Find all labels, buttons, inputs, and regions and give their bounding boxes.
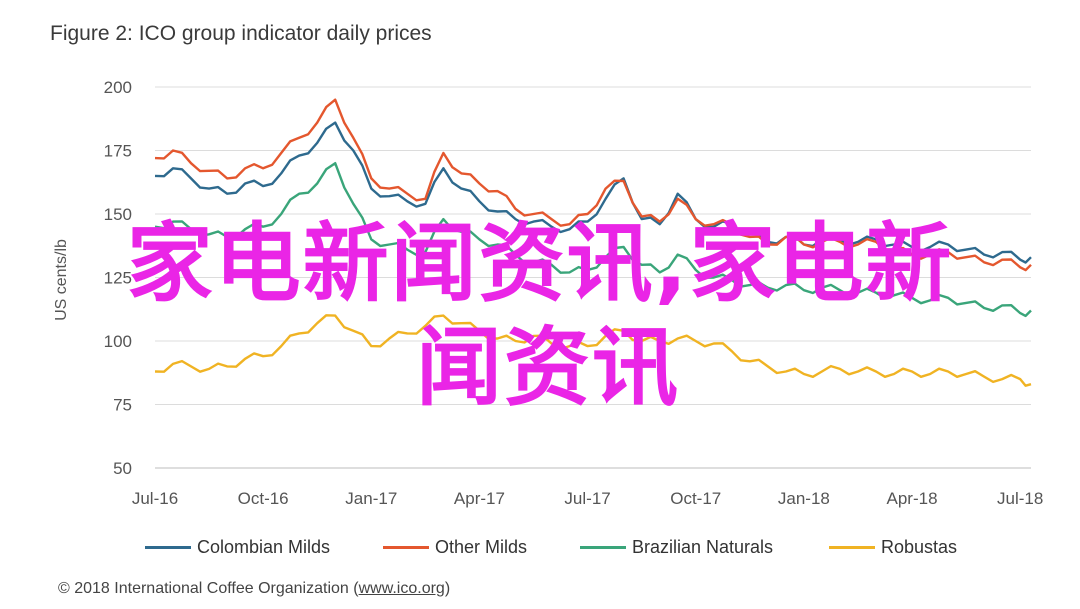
chart-title: Figure 2: ICO group indicator daily pric… bbox=[50, 22, 432, 45]
series-line-other-milds bbox=[154, 98, 1032, 272]
x-tick-label: Oct-17 bbox=[670, 489, 721, 508]
y-tick-labels: 50 75 100 125 150 175 200 bbox=[104, 78, 132, 478]
y-tick-label: 50 bbox=[113, 459, 132, 478]
y-tick-label: 125 bbox=[104, 269, 132, 288]
x-tick-label: Jan-17 bbox=[345, 489, 397, 508]
series-line-colombian-milds bbox=[154, 121, 1032, 264]
y-tick-label: 100 bbox=[104, 332, 132, 351]
grid-lines bbox=[155, 86, 1031, 469]
overlay-watermark-line1: 家电新闻资讯,家电新 bbox=[126, 214, 954, 314]
y-tick-label: 75 bbox=[113, 396, 132, 415]
legend-label: Other Milds bbox=[435, 536, 528, 557]
credit-text: © 2018 International Coffee Organization… bbox=[58, 580, 359, 597]
legend-label: Brazilian Naturals bbox=[632, 536, 774, 557]
y-tick-label: 200 bbox=[104, 78, 132, 97]
legend-swatch bbox=[580, 545, 626, 549]
legend-swatch bbox=[383, 545, 429, 549]
legend-swatch bbox=[145, 545, 191, 549]
legend-item: Brazilian Naturals bbox=[580, 536, 773, 558]
legend-label: Colombian Milds bbox=[197, 536, 331, 557]
x-tick-label: Jul-18 bbox=[997, 489, 1043, 508]
x-tick-label: Jan-18 bbox=[778, 489, 830, 508]
series-lines bbox=[154, 98, 1032, 387]
x-tick-labels: Jul-16 Oct-16 Jan-17 Apr-17 Jul-17 Oct-17 Jan-… bbox=[132, 489, 1043, 508]
copyright-credit: © 2018 International Coffee Organization… bbox=[58, 580, 450, 598]
x-tick-label: Apr-18 bbox=[887, 489, 938, 508]
legend-label: Robustas bbox=[881, 536, 958, 557]
x-tick-label: Jul-17 bbox=[564, 489, 610, 508]
legend-item: Colombian Milds bbox=[145, 536, 330, 558]
series-line-brazilian-naturals bbox=[154, 162, 1032, 318]
y-tick-label: 150 bbox=[104, 205, 132, 224]
x-tick-label: Oct-16 bbox=[238, 489, 289, 508]
legend-item: Robustas bbox=[829, 536, 957, 558]
x-tick-label: Jul-16 bbox=[132, 489, 178, 508]
credit-close: ) bbox=[444, 580, 451, 597]
overlay-watermark-line2: 闻资讯 bbox=[416, 318, 680, 418]
credit-link[interactable]: www.ico.org bbox=[358, 580, 445, 597]
legend-swatch bbox=[829, 545, 875, 549]
legend-item: Other Milds bbox=[383, 536, 527, 558]
y-tick-label: 175 bbox=[104, 142, 132, 161]
x-tick-label: Apr-17 bbox=[454, 489, 505, 508]
series-line-robustas bbox=[154, 314, 1032, 387]
y-axis-label: US cents/lb bbox=[53, 239, 70, 321]
